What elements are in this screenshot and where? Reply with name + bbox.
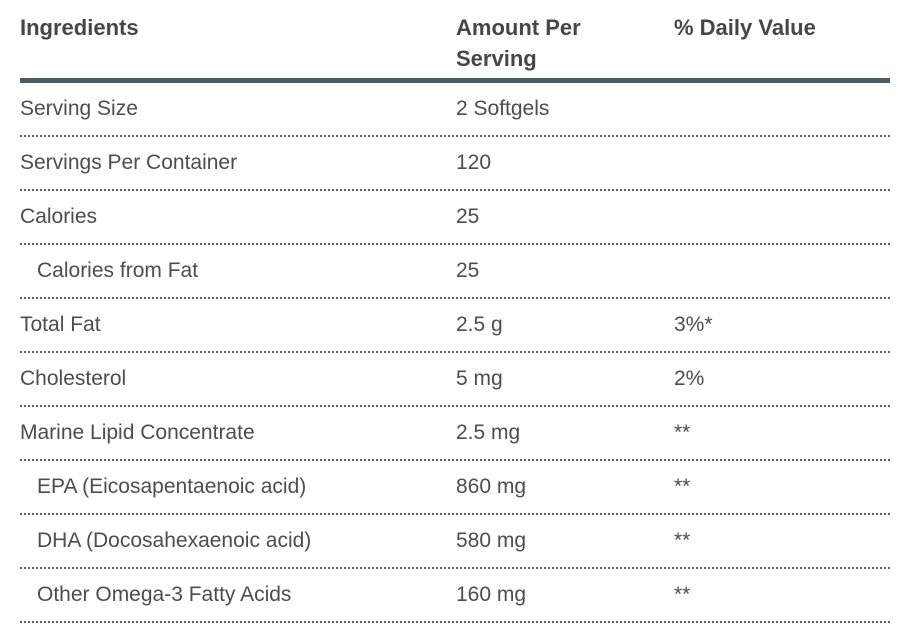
ingredient-name: Servings Per Container <box>20 151 238 174</box>
ingredients-table-body: Serving Size 2 Softgels Servings Per Con… <box>20 83 890 623</box>
ingredient-amount: 25 <box>456 259 480 282</box>
table-row: Total Fat 2.5 g 3%* <box>20 299 890 353</box>
ingredient-name: Marine Lipid Concentrate <box>20 421 255 444</box>
ingredient-name: Other Omega-3 Fatty Acids <box>37 583 292 606</box>
table-row: EPA (Eicosapentaenoic acid) 860 mg ** <box>20 461 890 515</box>
column-header-daily-value: % Daily Value <box>674 15 816 40</box>
table-row: DHA (Docosahexaenoic acid) 580 mg ** <box>20 515 890 569</box>
ingredient-amount: 860 mg <box>456 475 527 498</box>
ingredient-amount: 580 mg <box>456 529 527 552</box>
column-header-amount-per-serving: Amount Per Serving <box>456 12 674 74</box>
ingredient-amount: 160 mg <box>456 583 527 606</box>
ingredient-amount: 2 Softgels <box>456 97 550 120</box>
column-header-ingredients: Ingredients <box>20 15 139 40</box>
ingredients-table: Ingredients Amount Per Serving % Daily V… <box>20 0 890 623</box>
table-row: Calories 25 <box>20 191 890 245</box>
ingredient-amount: 2.5 mg <box>456 421 521 444</box>
table-row: Marine Lipid Concentrate 2.5 mg ** <box>20 407 890 461</box>
ingredient-daily-value: 3%* <box>674 313 713 336</box>
column-header-amount-per-serving-label: Amount Per Serving <box>456 15 581 71</box>
ingredient-name: Calories from Fat <box>37 259 199 282</box>
ingredient-name: Calories <box>20 205 98 228</box>
table-row: Other Omega-3 Fatty Acids 160 mg ** <box>20 569 890 623</box>
ingredient-name: DHA (Docosahexaenoic acid) <box>37 529 312 552</box>
ingredient-name: Serving Size <box>20 97 138 120</box>
ingredient-name: Cholesterol <box>20 367 127 390</box>
table-row: Servings Per Container 120 <box>20 137 890 191</box>
table-row: Calories from Fat 25 <box>20 245 890 299</box>
ingredient-daily-value: ** <box>674 475 691 498</box>
ingredient-amount: 25 <box>456 205 480 228</box>
ingredient-daily-value: ** <box>674 583 691 606</box>
ingredient-amount: 5 mg <box>456 367 503 390</box>
table-row: Serving Size 2 Softgels <box>20 83 890 137</box>
ingredient-amount: 120 <box>456 151 492 174</box>
ingredient-daily-value: 2% <box>674 367 705 390</box>
ingredient-daily-value: ** <box>674 421 691 444</box>
ingredient-name: Total Fat <box>20 313 101 336</box>
table-row: Cholesterol 5 mg 2% <box>20 353 890 407</box>
ingredient-amount: 2.5 g <box>456 313 503 336</box>
ingredient-daily-value: ** <box>674 529 691 552</box>
ingredient-name: EPA (Eicosapentaenoic acid) <box>37 475 307 498</box>
table-header-row: Ingredients Amount Per Serving % Daily V… <box>20 0 890 83</box>
